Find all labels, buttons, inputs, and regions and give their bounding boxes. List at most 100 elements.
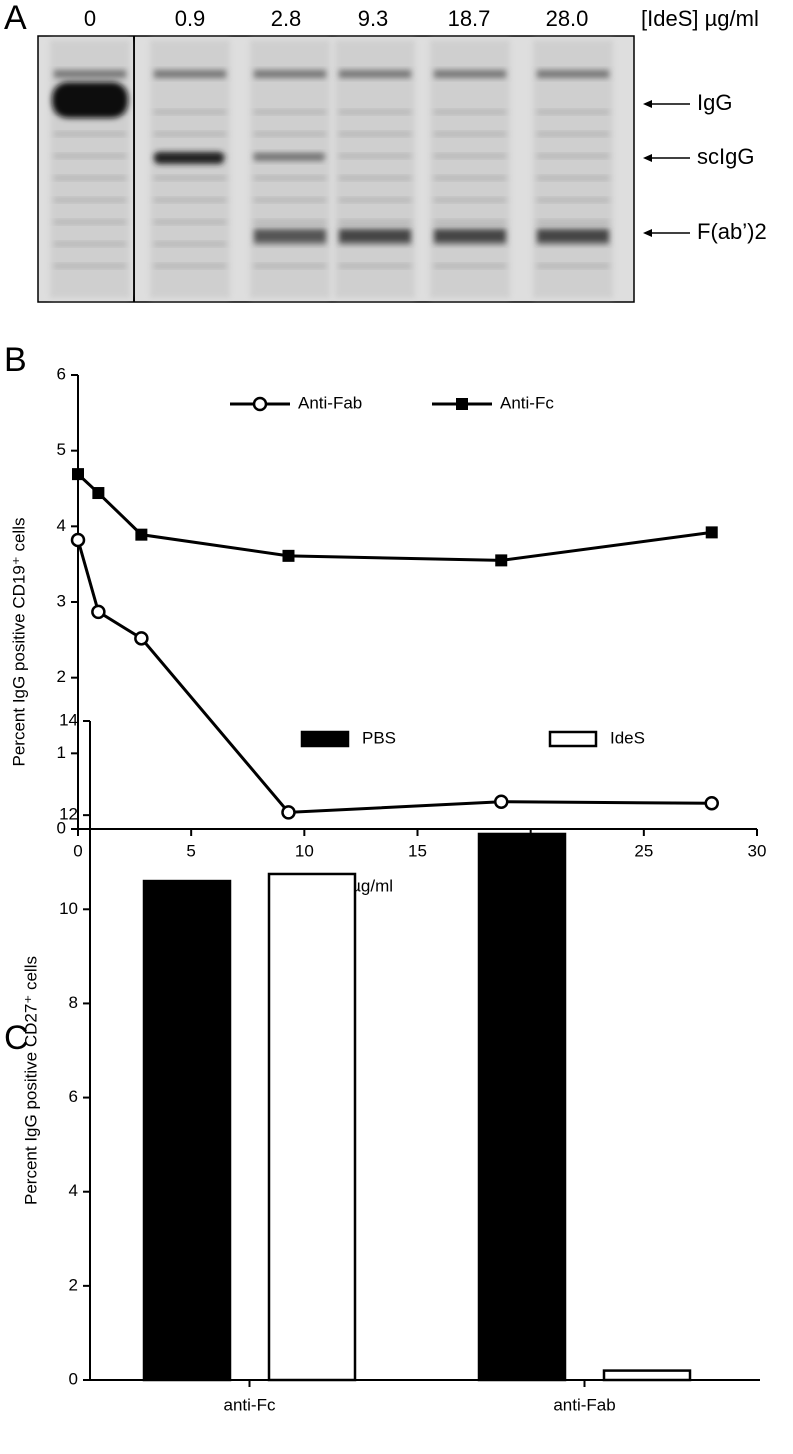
line (76, 539, 712, 814)
marker (72, 468, 84, 481)
gel-band (537, 198, 609, 202)
gel-band (537, 242, 609, 246)
gel-band (154, 132, 226, 136)
lane-label: 28.0 (546, 6, 589, 31)
y-axis-label: Percent IgG positive CD19⁺ cells (9, 518, 28, 767)
gel-band (339, 110, 411, 114)
y-tick-label: 0 (69, 1369, 78, 1388)
y-tick-label: 8 (69, 993, 78, 1012)
band-label: IgG (697, 90, 732, 115)
marker (134, 631, 149, 646)
lane-label: 9.3 (358, 6, 389, 31)
gel-band (54, 198, 126, 202)
legend-label: PBS (362, 728, 396, 747)
gel-band (537, 264, 609, 268)
marker (281, 805, 296, 820)
marker (705, 526, 718, 539)
legend-swatch (548, 730, 598, 748)
bar (602, 1369, 692, 1382)
gel-band (339, 176, 411, 180)
gel-band (434, 242, 506, 246)
marker (495, 554, 508, 567)
gel-band (254, 70, 326, 78)
lane-label: 0 (84, 6, 96, 31)
gel-band (537, 110, 609, 114)
gel-band (254, 110, 326, 114)
marker (70, 532, 86, 548)
gel-band (537, 132, 609, 136)
gel-band (434, 132, 506, 136)
legend-marker (252, 396, 268, 412)
lane-label: 2.8 (271, 6, 302, 31)
gel-band (339, 229, 411, 243)
panel-label: A (4, 0, 27, 37)
y-tick-label: 14 (59, 710, 78, 729)
gel-image (37, 35, 635, 303)
y-tick-label: 6 (69, 1087, 78, 1106)
gel-band (339, 132, 411, 136)
gel-band (254, 229, 326, 243)
gel-band (434, 198, 506, 202)
legend-swatch (300, 730, 350, 748)
gel-band (154, 220, 226, 224)
gel-lane (430, 40, 510, 298)
marker (704, 796, 719, 811)
gel-band (254, 198, 326, 202)
gel-band (339, 198, 411, 202)
marker (493, 794, 509, 810)
marker (135, 528, 148, 541)
gel-band (54, 176, 126, 180)
gel-lane (335, 40, 415, 298)
gel-lane (150, 40, 230, 298)
gel-band (537, 220, 609, 224)
gel-band (254, 242, 326, 246)
gel-band (537, 70, 609, 78)
x-tick-label: 5 (186, 841, 195, 860)
gel-band (537, 154, 609, 158)
x-tick-label: anti-Fab (553, 1395, 615, 1414)
marker (282, 549, 295, 562)
gel-band (54, 242, 126, 246)
legend-label: Anti-Fc (500, 393, 554, 412)
line (76, 473, 712, 562)
gel-band (339, 264, 411, 268)
gel-band (154, 70, 226, 78)
y-tick-label: 2 (69, 1275, 78, 1294)
x-tick-label: 15 (408, 841, 427, 860)
panel-label: B (4, 341, 27, 379)
x-tick-label: 30 (748, 841, 767, 860)
marker (91, 604, 106, 620)
lane-label: 0.9 (175, 6, 206, 31)
band-label: scIgG (697, 144, 754, 169)
bar (477, 832, 567, 1382)
gel-band (52, 82, 128, 118)
gel-band (339, 220, 411, 224)
gel-lane (50, 40, 130, 298)
y-tick-label: 4 (69, 1181, 78, 1200)
legend-label: IdeS (610, 728, 645, 747)
y-tick-label: 3 (57, 591, 66, 610)
gel-lane (533, 40, 613, 298)
arrow-heads (643, 100, 652, 237)
x-tick-label: 10 (295, 841, 314, 860)
gel-band (54, 264, 126, 268)
x-tick-label: 25 (634, 841, 653, 860)
gel-band (254, 176, 326, 180)
lane-label: 18.7 (448, 6, 491, 31)
gel-band (254, 132, 326, 136)
x-tick-label: anti-Fc (224, 1395, 276, 1414)
marker (92, 487, 105, 500)
gel-band (154, 198, 226, 202)
gel-band (537, 176, 609, 180)
y-tick-label: 1 (57, 743, 66, 762)
gel-band (154, 152, 224, 164)
gel-band (434, 220, 506, 224)
y-tick-label: 0 (57, 818, 66, 837)
gel-band (54, 132, 126, 136)
gel-band (434, 70, 506, 78)
gel-band (154, 264, 226, 268)
y-tick-label: 6 (57, 364, 66, 383)
gel-band (434, 264, 506, 268)
y-axis-label: Percent IgG positive CD27⁺ cells (21, 956, 40, 1205)
gel-lane (250, 40, 330, 298)
